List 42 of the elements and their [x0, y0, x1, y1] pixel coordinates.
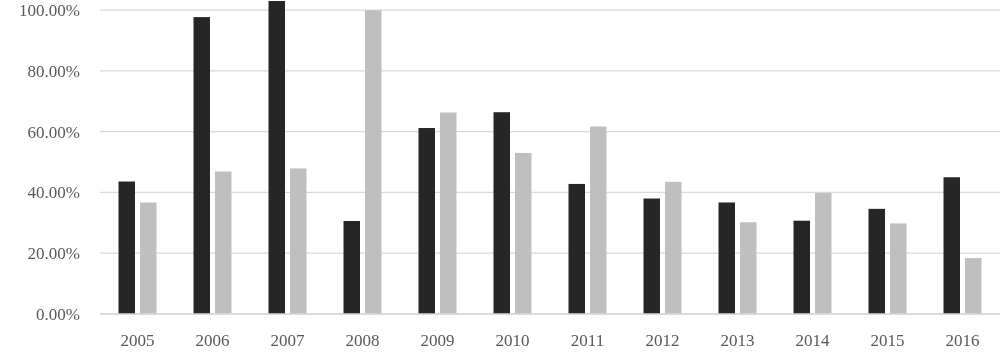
- bar: [890, 223, 907, 314]
- x-tick-label: 2015: [870, 331, 905, 350]
- x-tick-label: 2011: [570, 331, 605, 350]
- bar: [515, 152, 532, 314]
- x-tick-label: 2008: [345, 331, 380, 350]
- bar: [590, 126, 607, 314]
- x-tick-label: 2016: [945, 331, 980, 350]
- bar: [665, 181, 682, 314]
- bar: [868, 208, 885, 314]
- bar: [193, 17, 210, 314]
- bar: [140, 202, 157, 314]
- y-tick-label: 40.00%: [27, 183, 80, 203]
- x-tick-label: 2009: [420, 331, 455, 350]
- y-tick-label: 60.00%: [27, 122, 80, 142]
- bar: [290, 168, 307, 314]
- bar: [965, 258, 982, 314]
- bar: [215, 171, 232, 314]
- x-tick-label: 2013: [720, 331, 755, 350]
- x-tick-label: 2014: [795, 331, 830, 350]
- bar: [268, 1, 285, 314]
- bar: [118, 181, 135, 314]
- bar: [493, 112, 510, 314]
- x-tick-label: 2005: [120, 331, 155, 350]
- bar: [740, 222, 757, 314]
- x-tick-label: 2006: [195, 331, 230, 350]
- bar: [440, 112, 457, 314]
- x-tick-label: 2007: [270, 331, 305, 350]
- y-tick-label: 100.00%: [19, 1, 80, 21]
- bar: [793, 220, 810, 314]
- bar: [343, 221, 360, 314]
- bar: [815, 193, 832, 314]
- bar: [643, 198, 660, 314]
- bar: [943, 177, 960, 314]
- bar: [568, 183, 585, 314]
- bar: [365, 10, 382, 314]
- y-tick-label: 20.00%: [27, 244, 80, 264]
- x-tick-label: 2010: [495, 331, 530, 350]
- y-tick-label: 80.00%: [27, 61, 80, 81]
- x-tick-label: 2012: [645, 331, 680, 350]
- bar: [418, 128, 435, 314]
- y-tick-label: 0.00%: [36, 304, 80, 324]
- bar: [718, 202, 735, 314]
